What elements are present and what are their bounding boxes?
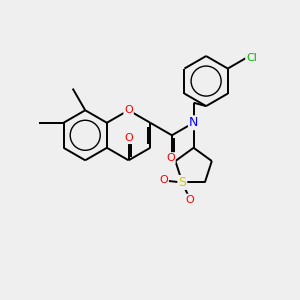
- Text: O: O: [166, 153, 175, 163]
- Text: O: O: [159, 176, 168, 185]
- Text: Cl: Cl: [246, 53, 257, 63]
- Text: N: N: [189, 116, 198, 129]
- Text: O: O: [124, 105, 133, 115]
- Text: O: O: [186, 195, 194, 205]
- Text: O: O: [124, 133, 133, 143]
- Text: S: S: [178, 176, 186, 189]
